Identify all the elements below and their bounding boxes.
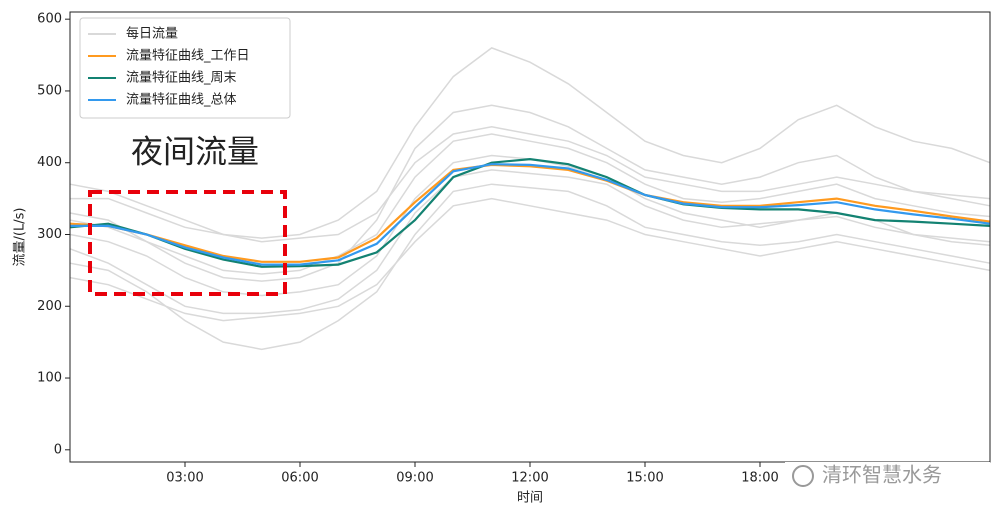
legend-box <box>79 17 291 119</box>
x-tick-label: 06:00 <box>281 471 318 486</box>
legend-label: 每日流量 <box>126 26 178 42</box>
legend-label: 流量特征曲线_周末 <box>126 71 237 86</box>
series-line <box>69 183 991 351</box>
x-tick-label: 09:00 <box>396 471 433 486</box>
y-tick-label: 100 <box>37 371 62 386</box>
y-tick-label: 600 <box>37 12 62 27</box>
series-line <box>69 163 991 263</box>
y-tick-label: 0 <box>54 442 62 457</box>
watermark-bg <box>785 462 990 492</box>
x-axis-label: 时间 <box>517 491 543 506</box>
annotation: 夜间流量 <box>131 133 259 169</box>
series-line <box>69 104 991 282</box>
watermark: 清环智慧水务 <box>822 463 942 487</box>
series-line <box>69 47 991 239</box>
series-line <box>69 157 991 268</box>
series-line <box>69 133 991 275</box>
x-tick-label: 18:00 <box>741 471 778 486</box>
legend-label: 流量特征曲线_总体 <box>126 93 237 108</box>
x-tick-label: 15:00 <box>626 471 663 486</box>
x-tick-label: 03:00 <box>166 471 203 486</box>
y-tick-label: 200 <box>37 299 62 314</box>
x-tick-label: 12:00 <box>511 471 548 486</box>
series-line <box>70 163 991 266</box>
y-tick-label: 500 <box>37 83 62 98</box>
legend-label: 流量特征曲线_工作日 <box>126 49 250 64</box>
y-axis-label: 流量/(L/s) <box>13 208 28 267</box>
y-tick-label: 300 <box>37 227 62 242</box>
series-line <box>69 197 991 322</box>
y-tick-label: 400 <box>37 155 62 170</box>
night-region <box>88 190 287 296</box>
watermark-icon <box>792 465 814 487</box>
plot <box>69 47 991 351</box>
